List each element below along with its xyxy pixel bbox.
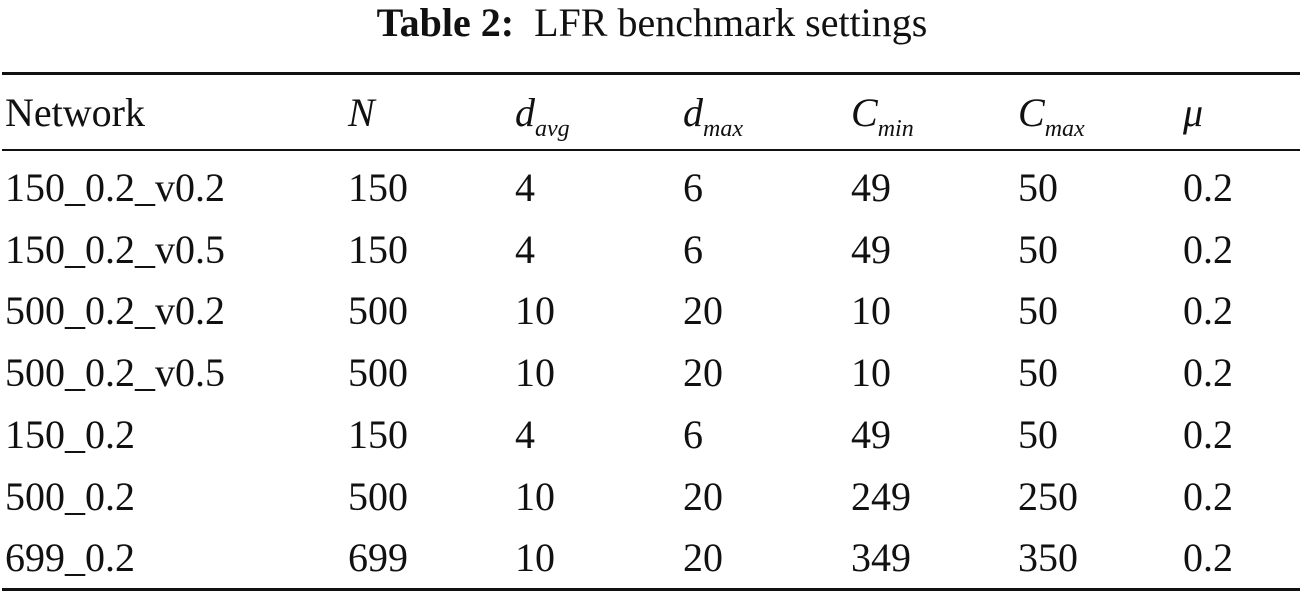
header-text: N	[348, 90, 375, 135]
table-cell: 150_0.2_v0.2	[5, 165, 225, 210]
table-cell: 49	[851, 411, 891, 457]
table-cell: 20	[683, 535, 723, 581]
header-subscript: avg	[535, 116, 570, 142]
header-subscript: max	[703, 116, 743, 142]
table-cell: 0.2	[1183, 473, 1233, 519]
table-cell: 10	[515, 288, 555, 334]
header-cell: dmax	[683, 90, 743, 142]
table-cell: 10	[515, 535, 555, 581]
header-rule	[2, 149, 1300, 151]
header-subscript: max	[1044, 116, 1085, 142]
table-cell: 699_0.2	[5, 535, 135, 581]
table-cell: 500	[348, 350, 408, 396]
table-cell: 150	[348, 411, 408, 457]
table-cell: 4	[515, 411, 535, 457]
table-cell: 10	[851, 288, 891, 334]
header-cell: Network	[5, 90, 145, 136]
table-cell: 249	[851, 473, 911, 519]
table-cell: 20	[683, 288, 723, 334]
table-cell: 20	[683, 350, 723, 396]
table-cell: 500_0.2	[5, 473, 135, 519]
table-cell: 0.2	[1183, 165, 1233, 210]
table-cell: 150_0.2	[5, 411, 135, 457]
header-text: C	[1018, 90, 1045, 135]
table-cell: 10	[851, 350, 891, 396]
header-text: C	[851, 90, 878, 135]
table-cell: 0.2	[1183, 288, 1233, 334]
table-cell: 0.2	[1183, 535, 1233, 581]
table-cell: 20	[683, 473, 723, 519]
header-text: d	[515, 90, 535, 135]
table-cell: 500_0.2_v0.2	[5, 288, 225, 334]
table-cell: 699	[348, 535, 408, 581]
table-cell: 6	[683, 165, 703, 210]
table-cell: 50	[1018, 226, 1058, 272]
table-cell: 50	[1018, 411, 1058, 457]
table-cell: 50	[1018, 350, 1058, 396]
table-cell: 500	[348, 288, 408, 334]
table-cell: 500	[348, 473, 408, 519]
table-cell: 10	[515, 350, 555, 396]
header-text: μ	[1183, 90, 1204, 135]
table-cell: 4	[515, 226, 535, 272]
table-cell: 0.2	[1183, 350, 1233, 396]
header-text: d	[683, 90, 703, 135]
table-cell: 49	[851, 226, 891, 272]
table-cell: 250	[1018, 473, 1078, 519]
table-cell: 6	[683, 226, 703, 272]
table-cell: 50	[1018, 288, 1058, 334]
table-caption: Table 2: LFR benchmark settings	[0, 0, 1304, 46]
table-cell: 150	[348, 165, 408, 210]
table-cell: 150_0.2_v0.5	[5, 226, 225, 272]
table-cell: 350	[1018, 535, 1078, 581]
header-cell: Cmax	[1018, 90, 1085, 142]
table-cell: 49	[851, 165, 891, 210]
header-text: Network	[5, 90, 145, 135]
header-cell: davg	[515, 90, 570, 142]
table-cell: 0.2	[1183, 226, 1233, 272]
table-cell: 500_0.2_v0.5	[5, 350, 225, 396]
header-cell: μ	[1183, 90, 1203, 136]
table-cell: 4	[515, 165, 535, 210]
table-cell: 6	[683, 411, 703, 457]
table-cell: 10	[515, 473, 555, 519]
top-rule	[2, 72, 1300, 75]
header-subscript: min	[877, 116, 914, 142]
bottom-rule	[2, 588, 1300, 591]
table-cell: 50	[1018, 165, 1058, 210]
table-cell: 0.2	[1183, 411, 1233, 457]
header-cell: Cmin	[851, 90, 914, 142]
header-cell: N	[348, 90, 375, 136]
table-cell: 150	[348, 226, 408, 272]
table-cell: 349	[851, 535, 911, 581]
caption-label: Table 2:	[376, 0, 515, 45]
caption-text: LFR benchmark settings	[534, 0, 928, 45]
